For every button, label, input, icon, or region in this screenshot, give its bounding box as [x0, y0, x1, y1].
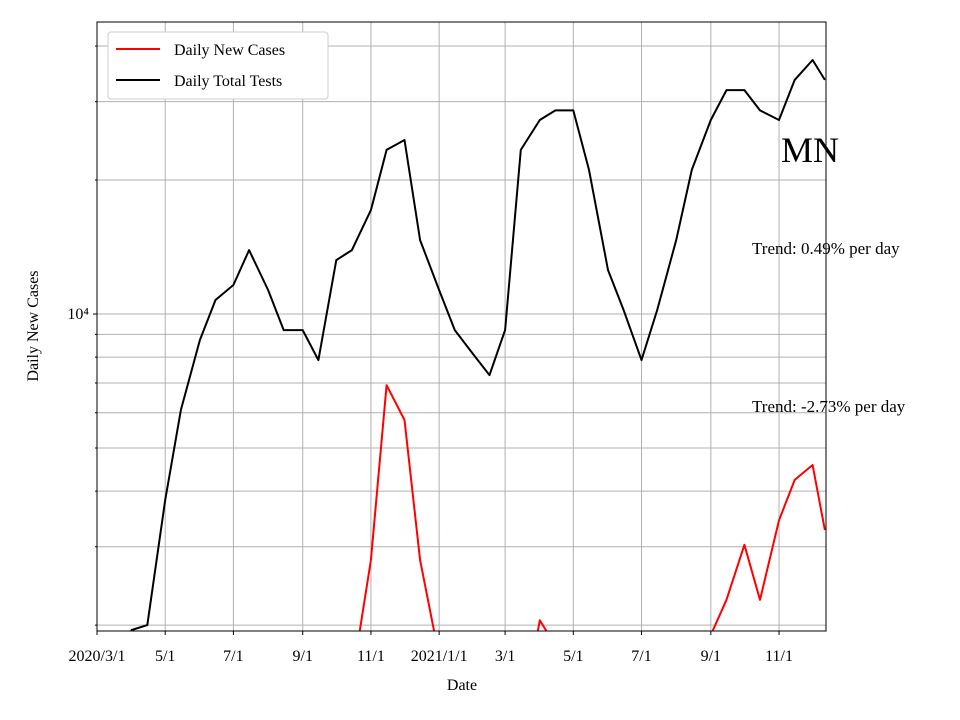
axes-frame	[96, 21, 827, 632]
trend-annotation: Trend: 0.49% per day	[752, 239, 900, 258]
x-tick-label: 7/1	[631, 648, 651, 665]
series-line	[130, 59, 826, 631]
x-tick-label: 5/1	[563, 648, 583, 665]
legend-label: Daily Total Tests	[174, 73, 282, 90]
legend-box	[107, 31, 329, 100]
legend-label: Daily New Cases	[174, 42, 285, 59]
x-tick-label: 3/1	[495, 648, 515, 665]
x-tick-label: 9/1	[701, 648, 721, 665]
x-tick-label: 5/1	[155, 648, 175, 665]
plot-area	[130, 59, 826, 631]
y-axis-label: Daily New Cases	[25, 270, 42, 381]
x-tick-label: 11/1	[357, 648, 385, 665]
state-label: MN	[781, 130, 839, 170]
x-tick-label: 7/1	[223, 648, 243, 665]
tick-layer: 2020/3/1 5/1 7/1 9/1 11/1 2021/1/1 3/1 5/1 7/1 9/…	[67, 45, 793, 665]
grid-layer	[96, 22, 826, 631]
y-tick-label: 10⁴	[67, 306, 89, 323]
x-tick-label: 2020/3/1	[69, 648, 126, 665]
x-axis-label: Date	[447, 677, 477, 694]
x-tick-label: 9/1	[293, 648, 313, 665]
trend-annotation: Trend: -2.73% per day	[752, 397, 906, 416]
series-line	[358, 384, 826, 631]
x-tick-label: 11/1	[765, 648, 793, 665]
x-tick-label: 2021/1/1	[411, 648, 468, 665]
legend: Daily New Cases Daily Total Tests	[107, 31, 329, 100]
